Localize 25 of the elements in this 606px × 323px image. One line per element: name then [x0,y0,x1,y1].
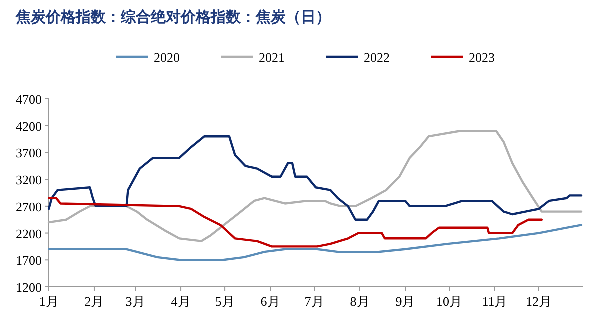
ytick: 4200 [16,118,42,134]
legend-label: 2020 [154,50,180,65]
ytick: 4700 [16,92,42,107]
xtick: 5月 [215,294,235,309]
xtick: 4月 [171,294,191,309]
ytick: 1200 [16,280,42,295]
legend-label: 2023 [469,50,495,65]
xtick: 12月 [526,294,552,309]
xtick: 8月 [350,294,370,309]
xtick: 2月 [84,294,104,309]
xtick: 3月 [126,294,146,309]
ytick: 2200 [16,226,42,242]
ytick: 3200 [16,172,42,188]
xtick: 10月 [436,294,462,309]
legend-label: 2021 [259,50,285,65]
xtick: 1月 [39,294,59,309]
xtick: 6月 [260,294,280,309]
legend-label: 2022 [364,50,390,65]
ytick: 2700 [16,199,42,214]
xtick: 7月 [304,294,324,309]
xtick: 11月 [482,294,508,309]
xtick: 9月 [396,294,416,309]
ytick: 3700 [16,146,42,161]
ytick: 1700 [16,253,42,268]
title: 焦炭价格指数：综合绝对价格指数：焦炭（日） [16,10,331,26]
